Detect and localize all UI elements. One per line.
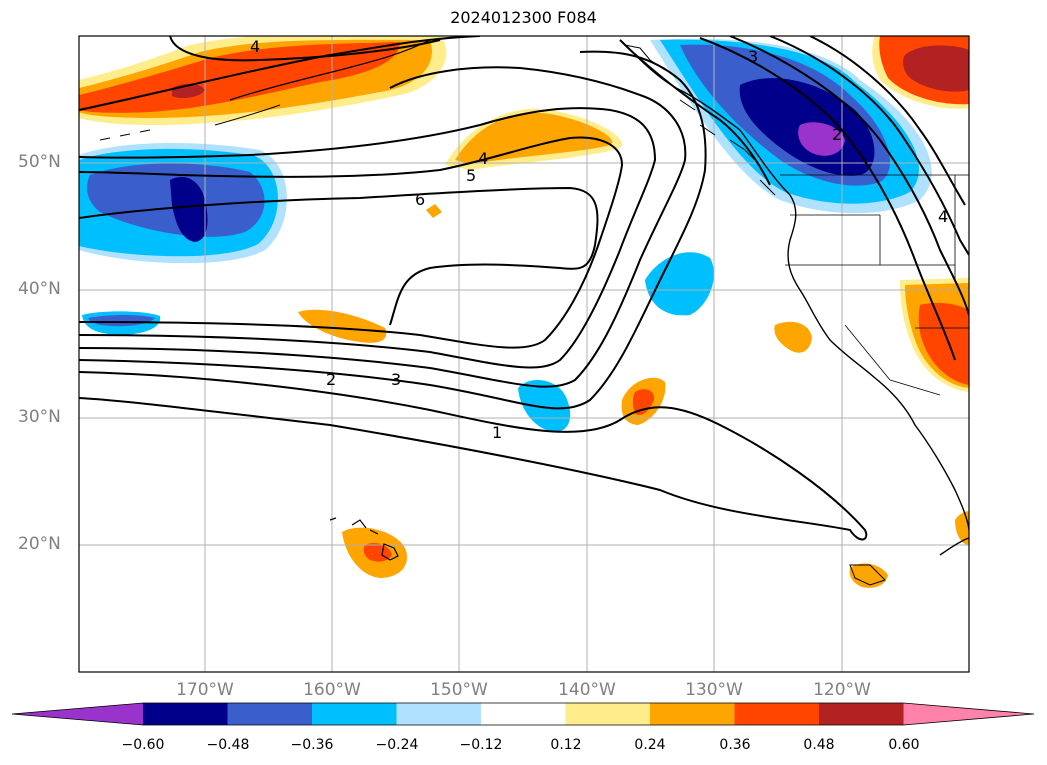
- contour-label: 3: [391, 370, 401, 389]
- colorbar-extend-low: [12, 703, 143, 725]
- anomaly-positive-small-1: [298, 309, 387, 343]
- anomaly-positive-small-8: [426, 204, 442, 218]
- lat-label: 30°N: [18, 407, 61, 427]
- colorbar-tick-label: −0.48: [206, 737, 250, 753]
- gridlines: [79, 36, 969, 672]
- anomaly-positive-small-5: [774, 321, 812, 353]
- colorbar-tick-label: 0.12: [550, 737, 582, 753]
- contour-6: [79, 186, 599, 326]
- lon-label: 150°W: [430, 680, 488, 700]
- map-frame: [78, 35, 970, 673]
- lon-label: 130°W: [685, 680, 743, 700]
- colorbar-tick-label: 0.48: [803, 737, 835, 753]
- colorbar-tick-label: −0.12: [459, 737, 503, 753]
- contour-label: 6: [415, 190, 425, 209]
- colorbar-tick-label: 0.60: [888, 737, 920, 753]
- contour-label: 4: [250, 37, 260, 56]
- map-title: 2024012300 F084: [450, 8, 597, 27]
- colorbar-extend-high: [903, 703, 1034, 725]
- shaded-anomaly-layer: [79, 36, 969, 588]
- anomaly-negative-small-3: [518, 379, 571, 432]
- colorbar: [11, 702, 1035, 726]
- contour-label: 2: [832, 125, 842, 144]
- contour-5: [79, 136, 624, 349]
- contour-label: 5: [466, 166, 476, 185]
- contour-10: [729, 36, 969, 316]
- colorbar-swatch: [312, 703, 397, 725]
- anomaly-positive-east-core: [918, 302, 969, 385]
- contour-1: [79, 371, 868, 541]
- lat-label: 50°N: [18, 152, 61, 172]
- contour-label: 4: [478, 149, 488, 168]
- contour-4: [79, 107, 657, 369]
- anomaly-positive-small-7: [955, 511, 969, 545]
- contour-2: [79, 50, 707, 410]
- contour-12: [809, 36, 966, 206]
- colorbar-tick-label: −0.24: [375, 737, 419, 753]
- colorbar-swatch: [481, 703, 566, 725]
- contour-9: [699, 37, 956, 361]
- contour-label: 1: [492, 423, 502, 442]
- contour-label: 2: [326, 370, 336, 389]
- colorbar-swatch: [734, 703, 820, 725]
- colorbar-tick-label: −0.36: [290, 737, 334, 753]
- contour-label-group: 4 3 2 4 5 6 2 3 1 4: [250, 37, 948, 442]
- anomaly-positive-goa-core: [455, 112, 613, 164]
- anomaly-negative-small-2: [645, 252, 714, 316]
- colorbar-swatch: [819, 703, 904, 725]
- colorbar-tick-label: 0.36: [719, 737, 751, 753]
- colorbar-swatch: [650, 703, 735, 725]
- lon-label: 120°W: [813, 680, 871, 700]
- lon-label: 170°W: [176, 680, 234, 700]
- contour-8: [169, 36, 441, 62]
- contour-3: [79, 66, 687, 388]
- colorbar-swatch: [565, 703, 651, 725]
- contour-13: [619, 39, 771, 186]
- anomaly-negative-pnw-extreme: [798, 122, 845, 156]
- anomaly-positive-ne-max: [903, 45, 969, 92]
- colorbar-tick-label: −0.60: [121, 737, 165, 753]
- contour-label: 4: [938, 207, 948, 226]
- contour-11: [769, 36, 969, 256]
- colorbar-outline: [11, 702, 1035, 726]
- lat-label: 40°N: [18, 279, 61, 299]
- contour-label: 3: [748, 47, 758, 66]
- lon-label: 160°W: [303, 680, 361, 700]
- lon-label: 140°W: [558, 680, 616, 700]
- lat-label: 20°N: [18, 534, 61, 554]
- colorbar-tick-label: 0.24: [634, 737, 666, 753]
- colorbar-swatch: [227, 703, 313, 725]
- coastlines: [99, 39, 969, 586]
- colorbar-swatch: [143, 703, 228, 725]
- contour-lines: [79, 36, 969, 541]
- anomaly-negative-west-max: [170, 176, 208, 242]
- anomaly-positive-aleutian-core: [79, 42, 400, 113]
- colorbar-swatch: [396, 703, 482, 725]
- anomaly-negative-small-w-core: [88, 315, 155, 327]
